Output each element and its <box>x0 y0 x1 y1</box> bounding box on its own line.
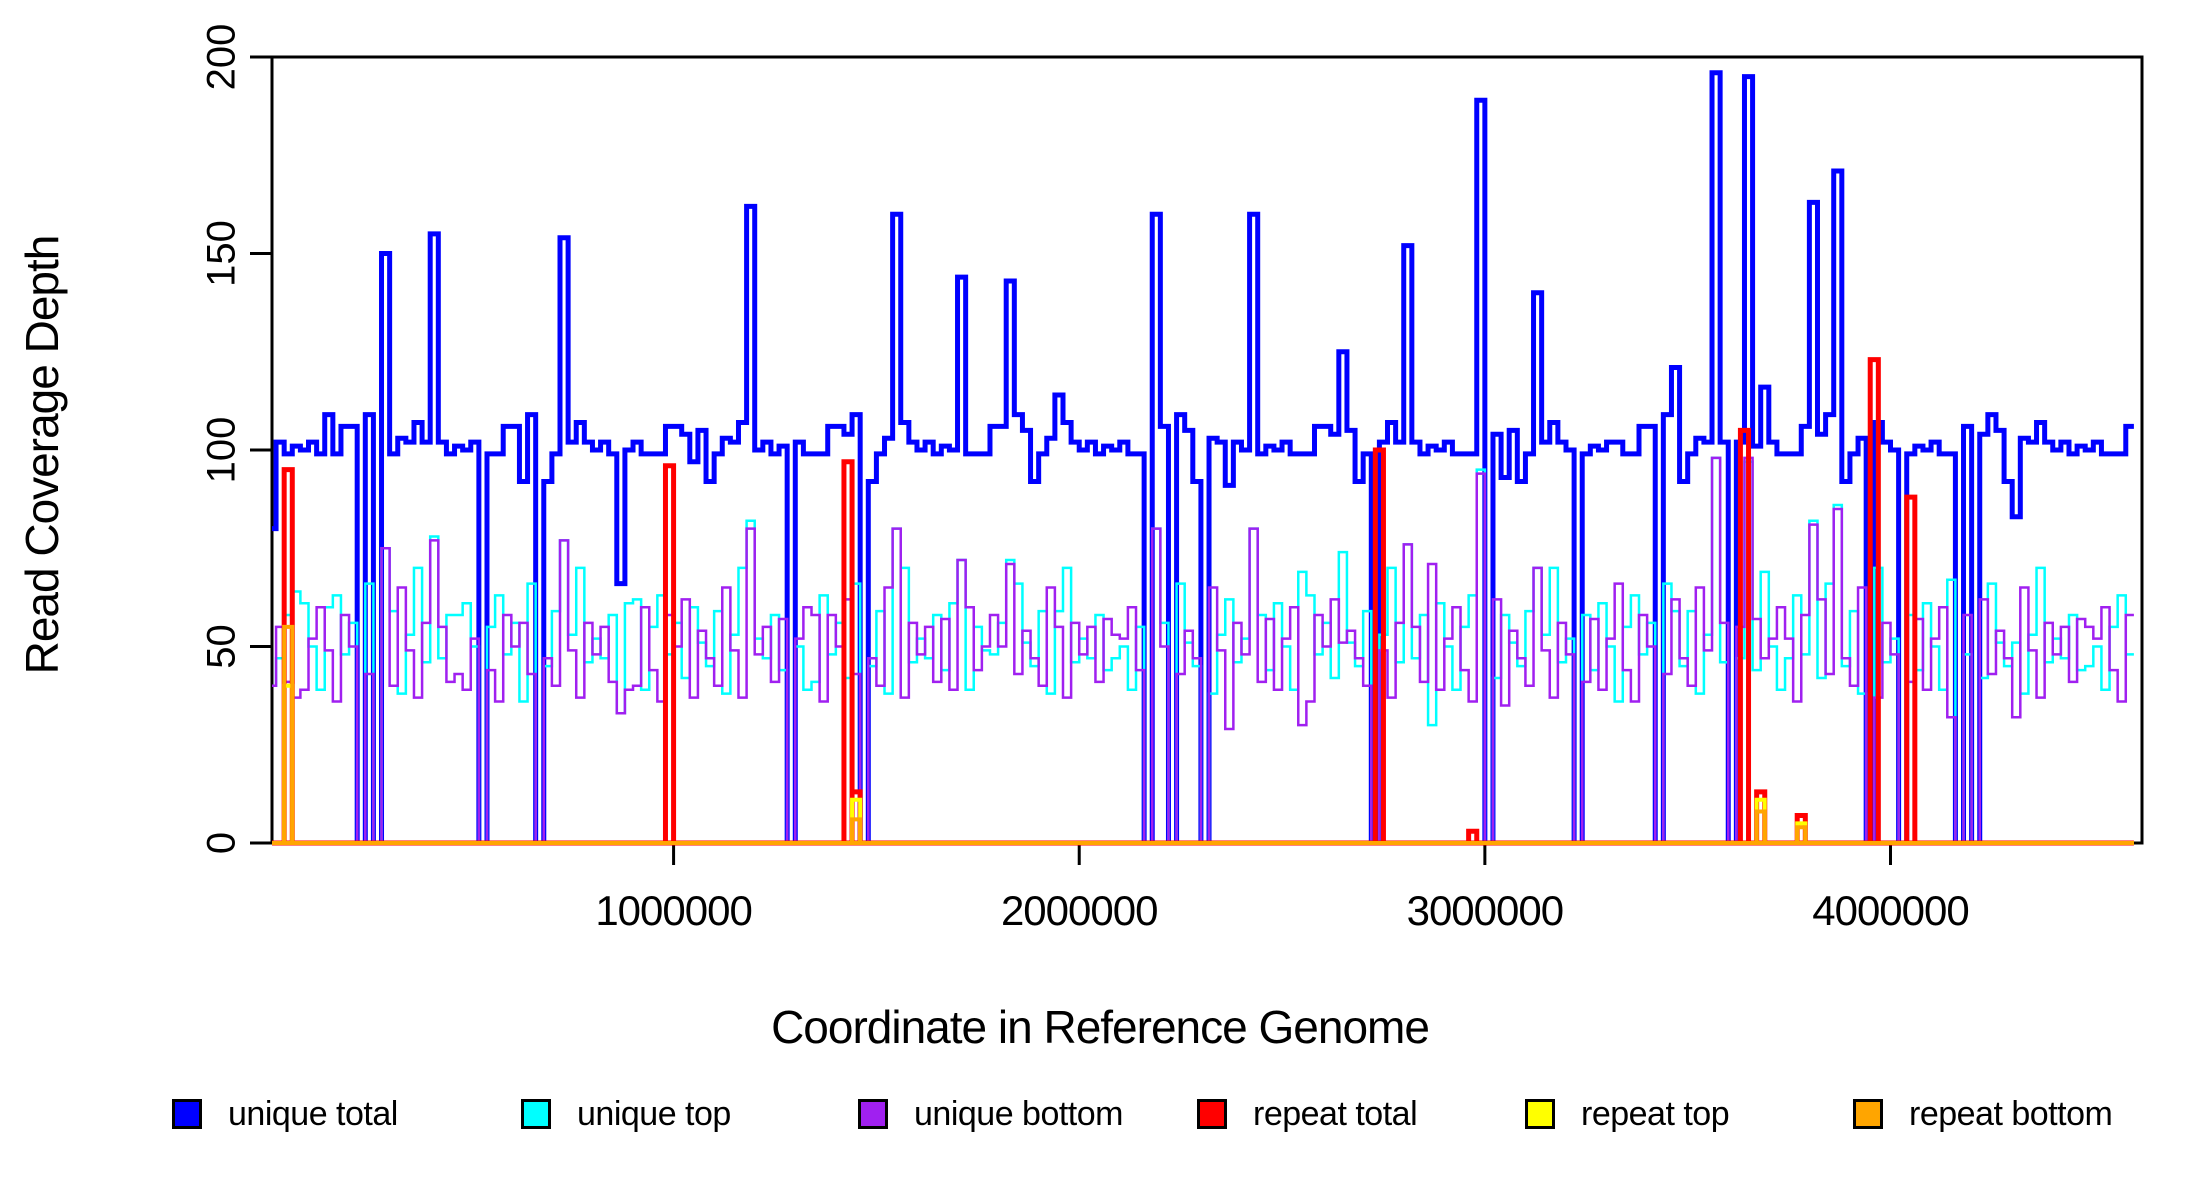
legend-label: repeat bottom <box>1909 1094 2113 1133</box>
legend-item-unique-total: unique total <box>172 1094 398 1133</box>
legend-label: unique total <box>228 1094 398 1133</box>
y-axis-title: Read Coverage Depth <box>16 235 68 675</box>
legend-item-repeat-total: repeat total <box>1197 1094 1418 1133</box>
x-tick-label: 4000000 <box>1812 887 1969 934</box>
series-repeat-bottom <box>272 624 2134 845</box>
y-tick-label: 150 <box>200 220 244 287</box>
y-tick-label: 200 <box>200 24 244 91</box>
y-tick-label: 50 <box>200 624 244 669</box>
unique-top-swatch-icon <box>521 1099 551 1129</box>
legend-label: repeat top <box>1581 1094 1730 1133</box>
legend-item-unique-top: unique top <box>521 1094 731 1133</box>
legend-item-repeat-bottom: repeat bottom <box>1853 1094 2113 1133</box>
series-unique-bottom <box>272 456 2134 845</box>
legend-item-unique-bottom: unique bottom <box>858 1094 1124 1133</box>
repeat-top-swatch-icon <box>1525 1099 1555 1129</box>
unique-total-swatch-icon <box>172 1099 202 1129</box>
series-unique-total <box>272 70 2134 846</box>
y-tick-label: 100 <box>200 417 244 484</box>
legend: unique total unique top unique bottom re… <box>0 1094 2200 1140</box>
legend-label: unique top <box>577 1094 731 1133</box>
repeat-total-swatch-icon <box>1197 1099 1227 1129</box>
x-axis-title: Coordinate in Reference Genome <box>771 1001 1430 1053</box>
x-tick-label: 3000000 <box>1407 887 1564 934</box>
repeat-bottom-swatch-icon <box>1853 1099 1883 1129</box>
y-tick-label: 0 <box>200 832 244 854</box>
plot-area: 0 50 100 150 200 1000000 2000000 3000000 4000000 <box>200 24 2144 934</box>
legend-label: unique bottom <box>914 1094 1124 1133</box>
x-tick-label: 2000000 <box>1001 887 1158 934</box>
unique-bottom-swatch-icon <box>858 1099 888 1129</box>
legend-item-repeat-top: repeat top <box>1525 1094 1730 1133</box>
legend-label: repeat total <box>1253 1094 1418 1133</box>
x-tick-label: 1000000 <box>595 887 752 934</box>
